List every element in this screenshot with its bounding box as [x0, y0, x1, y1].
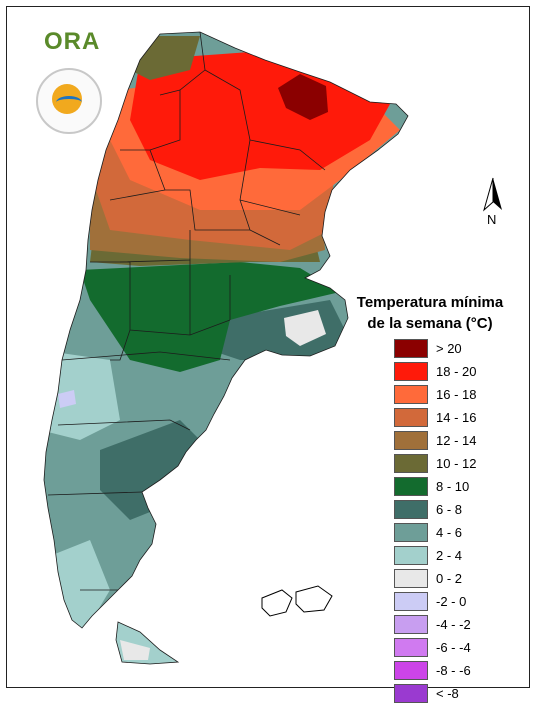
- legend-item: 10 - 12: [394, 453, 476, 473]
- band-grey: [284, 310, 326, 346]
- legend-item: -8 - -6: [394, 660, 476, 680]
- legend-label: -8 - -6: [436, 662, 471, 678]
- legend-item: 18 - 20: [394, 361, 476, 381]
- legend-item: -4 - -2: [394, 614, 476, 634]
- smn-seal-icon: [36, 68, 102, 134]
- legend-label: 0 - 2: [436, 570, 463, 586]
- legend-item: 6 - 8: [394, 499, 476, 519]
- province-borders: [43, 31, 409, 629]
- legend-label: 12 - 14: [436, 432, 477, 448]
- legend-item: 2 - 4: [394, 545, 476, 565]
- legend-swatch: [394, 614, 428, 634]
- legend-label: -2 - 0: [436, 593, 467, 609]
- legend-label: 4 - 6: [436, 524, 463, 540]
- legend-swatch: [394, 476, 428, 496]
- band-far-north: [278, 74, 328, 120]
- legend-item: -2 - 0: [394, 591, 476, 611]
- north-arrow-icon: [483, 177, 502, 212]
- legend-swatch: [394, 338, 428, 358]
- legend-swatch: [394, 637, 428, 657]
- band-green: [80, 262, 340, 372]
- legend-label: -6 - -4: [436, 639, 471, 655]
- legend-item: 16 - 18: [394, 384, 476, 404]
- legend-swatch: [394, 499, 428, 519]
- legend-swatch: [394, 683, 428, 703]
- legend-swatch: [394, 522, 428, 542]
- legend-swatch: [394, 591, 428, 611]
- legend-label: -4 - -2: [436, 616, 471, 632]
- legend-item: 8 - 10: [394, 476, 476, 496]
- legend-label: < -8: [436, 685, 459, 701]
- islas-malvinas: [261, 585, 333, 617]
- legend-swatch: [394, 407, 428, 427]
- legend-swatch: [394, 545, 428, 565]
- legend-label: 10 - 12: [436, 455, 477, 471]
- legend-title: Temperatura mínima de la semana (°C): [356, 294, 504, 332]
- legend-label: 2 - 4: [436, 547, 463, 563]
- legend-swatch: [394, 361, 428, 381]
- legend-swatch: [394, 430, 428, 450]
- legend-item: 14 - 16: [394, 407, 476, 427]
- legend-label: > 20: [436, 340, 462, 356]
- legend: > 20 18 - 20 16 - 18 14 - 16 12 - 14 10 - 12 8…: [394, 338, 476, 706]
- legend-item: 0 - 2: [394, 568, 476, 588]
- legend-swatch: [394, 660, 428, 680]
- legend-label: 16 - 18: [436, 386, 477, 402]
- band-lavender: [58, 390, 76, 408]
- legend-swatch: [394, 453, 428, 473]
- legend-label: 6 - 8: [436, 501, 463, 517]
- legend-item: < -8: [394, 683, 476, 703]
- legend-item: -6 - -4: [394, 637, 476, 657]
- legend-label: 14 - 16: [436, 409, 477, 425]
- legend-label: 8 - 10: [436, 478, 470, 494]
- legend-item: 4 - 6: [394, 522, 476, 542]
- north-label: N: [487, 212, 497, 227]
- legend-item: 12 - 14: [394, 430, 476, 450]
- band-hot: [130, 52, 390, 180]
- legend-label: 18 - 20: [436, 363, 477, 379]
- legend-swatch: [394, 568, 428, 588]
- ora-logo: ORA: [44, 28, 101, 55]
- legend-item: > 20: [394, 338, 476, 358]
- legend-swatch: [394, 384, 428, 404]
- tierra-del-fuego: [115, 621, 180, 665]
